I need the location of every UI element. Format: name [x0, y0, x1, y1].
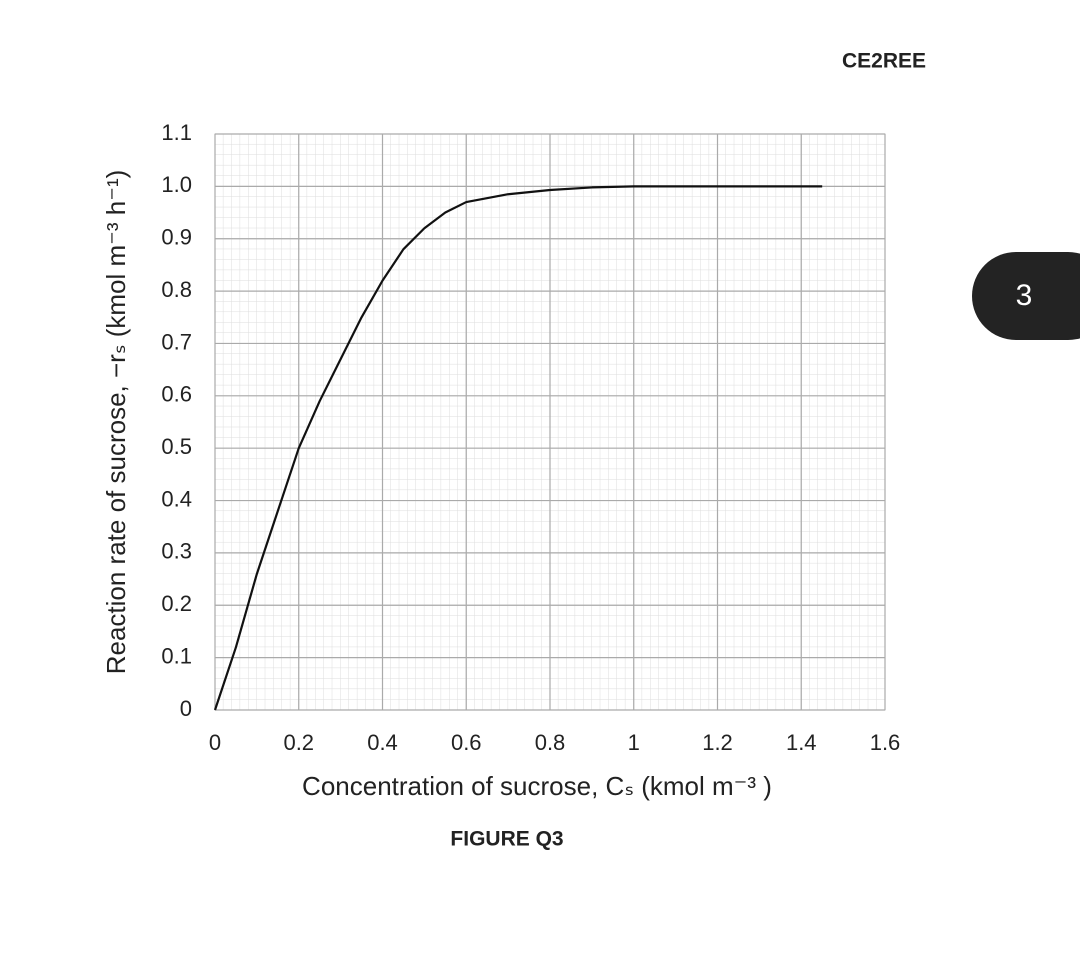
- x-tick-label: 1.6: [870, 730, 901, 755]
- y-tick-label: 0.7: [161, 329, 192, 354]
- y-axis-label: Reaction rate of sucrose, −rₛ (kmol m⁻³ …: [101, 170, 131, 675]
- doc-code: CE2REE: [842, 50, 926, 73]
- x-tick-label: 1: [628, 730, 640, 755]
- y-tick-label: 0.5: [161, 434, 192, 459]
- figure-caption: FIGURE Q3: [450, 828, 563, 851]
- y-tick-label: 0.6: [161, 382, 192, 407]
- page-number: 3: [1016, 279, 1033, 312]
- x-axis-label: Concentration of sucrose, Cₛ (kmol m⁻³ ): [302, 771, 772, 801]
- x-tick-label: 1.2: [702, 730, 733, 755]
- x-tick-label: 0.6: [451, 730, 482, 755]
- y-tick-label: 0.1: [161, 643, 192, 668]
- x-tick-label: 1.4: [786, 730, 817, 755]
- y-tick-label: 0.4: [161, 486, 192, 511]
- data-line: [213, 185, 823, 711]
- x-tick-label: 0.8: [535, 730, 566, 755]
- y-tick-label: 0.9: [161, 225, 192, 250]
- y-tick-label: 0.8: [161, 277, 192, 302]
- y-tick-label: 1.1: [161, 120, 192, 145]
- x-tick-label: 0: [209, 730, 221, 755]
- x-tick-label: 0.4: [367, 730, 398, 755]
- y-tick-label: 0.3: [161, 539, 192, 564]
- y-tick-label: 1.0: [161, 172, 192, 197]
- y-tick-label: 0.2: [161, 591, 192, 616]
- page-tab: [972, 252, 1080, 340]
- y-tick-label: 0: [180, 696, 192, 721]
- x-tick-label: 0.2: [283, 730, 314, 755]
